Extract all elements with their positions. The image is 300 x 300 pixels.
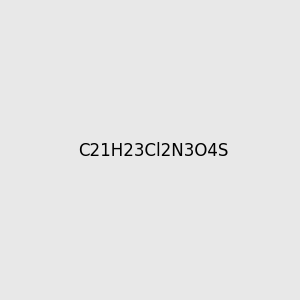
Text: C21H23Cl2N3O4S: C21H23Cl2N3O4S: [79, 142, 229, 160]
